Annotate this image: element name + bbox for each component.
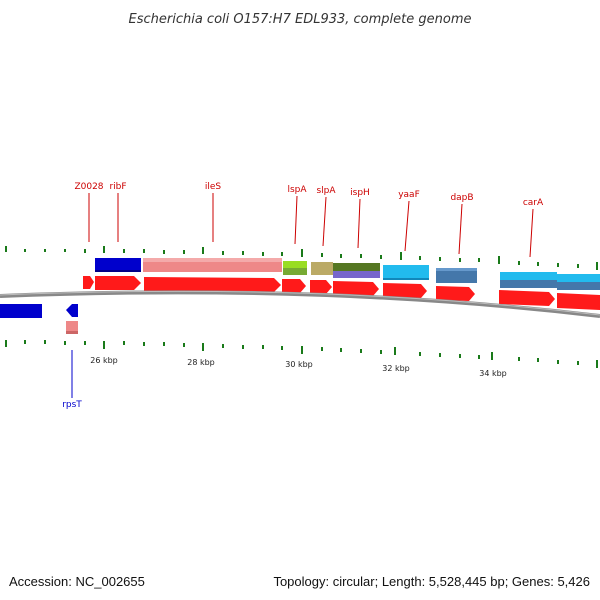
leader-line-yaaf: [404, 200, 410, 252]
feature-reverse-blue[interactable]: [0, 304, 42, 318]
cds-arrow-cara[interactable]: [499, 290, 555, 306]
cds-arrow-iles[interactable]: [144, 277, 281, 292]
feature-isph[interactable]: [333, 263, 380, 271]
leader-line-dapb: [458, 203, 463, 255]
gene-label-isph[interactable]: ispH: [350, 188, 370, 198]
cds-arrow-lspa[interactable]: [282, 279, 306, 293]
cds-track: [83, 276, 600, 310]
forward-labels: Z0028 ribF ileS lspA slpA ispH yaaF dapB…: [74, 182, 544, 258]
tick-label-26kbp: 26 kbp: [90, 356, 118, 365]
tick-label-30kbp: 30 kbp: [285, 360, 313, 369]
genome-backbone: [0, 290, 600, 318]
gene-label-rpst[interactable]: rpsT: [62, 400, 82, 410]
accession-text: Accession: NC_002655: [9, 574, 145, 589]
upper-ticks: [5, 246, 598, 270]
map-title: Escherichia coli O157:H7 EDL933, complet…: [129, 12, 472, 27]
leader-line-isph: [357, 198, 361, 249]
leader-line-cara: [529, 208, 534, 258]
cds-arrow-z0028[interactable]: [83, 276, 94, 289]
feature-rpst[interactable]: [66, 321, 78, 334]
gene-label-iles[interactable]: ileS: [205, 182, 222, 192]
feature-cara[interactable]: [500, 272, 557, 280]
cds-arrow-ribf[interactable]: [95, 276, 141, 290]
gene-label-ribf[interactable]: ribF: [109, 182, 126, 192]
leader-line-slpa: [322, 196, 327, 247]
topology-text: Topology: circular; Length: 5,528,445 bp…: [273, 574, 590, 589]
feature-track: [95, 258, 600, 290]
cds-arrow-carb[interactable]: [557, 293, 600, 310]
feature-dapb[interactable]: [436, 268, 477, 283]
gene-label-yaaf[interactable]: yaaF: [398, 190, 420, 200]
tick-label-34kbp: 34 kbp: [479, 369, 507, 378]
cds-arrow-yaaf[interactable]: [383, 283, 427, 298]
cds-arrow-dapb[interactable]: [436, 286, 475, 301]
feature-lspa[interactable]: [283, 261, 307, 268]
cds-arrow-slpa[interactable]: [310, 280, 332, 294]
feature-slpa[interactable]: [311, 262, 333, 275]
gene-label-slpa[interactable]: slpA: [316, 186, 336, 196]
cds-arrow-reverse[interactable]: [66, 304, 78, 317]
gene-label-cara[interactable]: carA: [523, 198, 544, 208]
feature-carb[interactable]: [557, 274, 600, 282]
reverse-track: [0, 304, 78, 334]
gene-label-dapb[interactable]: dapB: [450, 193, 473, 203]
tick-label-28kbp: 28 kbp: [187, 358, 215, 367]
feature-ribf[interactable]: [95, 258, 141, 271]
leader-line-lspa: [294, 195, 298, 245]
gene-label-z0028[interactable]: Z0028: [74, 182, 103, 192]
feature-yaaf[interactable]: [383, 265, 429, 280]
tick-label-32kbp: 32 kbp: [382, 364, 410, 373]
cds-arrow-isph[interactable]: [333, 281, 379, 296]
position-labels: 26 kbp 28 kbp 30 kbp 32 kbp 34 kbp: [90, 356, 507, 378]
lower-ticks: [5, 340, 598, 368]
gene-label-lspa[interactable]: lspA: [287, 185, 307, 195]
